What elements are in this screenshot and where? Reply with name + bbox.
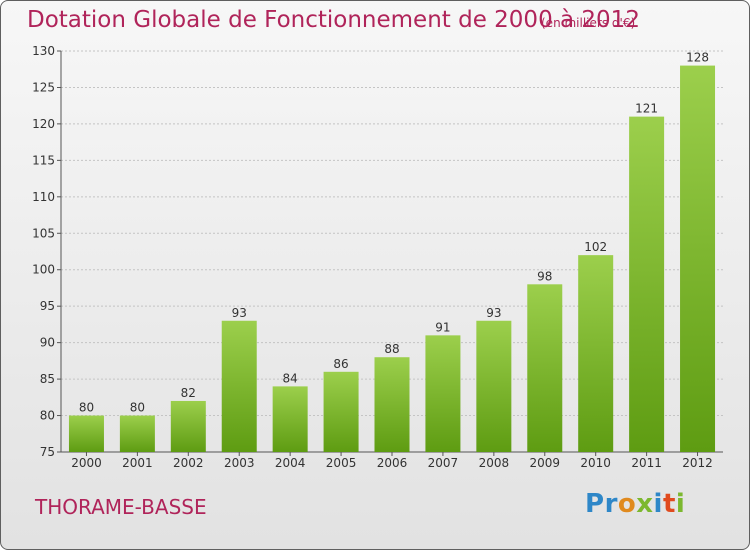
data-label: 121 <box>635 102 658 116</box>
y-tick-label: 105 <box>32 226 55 240</box>
x-tick-label: 2009 <box>529 456 560 470</box>
bar <box>170 400 206 452</box>
chart-subtitle: (en milliers d'€) <box>541 16 636 30</box>
x-tick-label: 2000 <box>71 456 102 470</box>
x-tick-label: 2011 <box>631 456 662 470</box>
x-tick-label: 2012 <box>682 456 713 470</box>
y-tick-label: 95 <box>40 299 55 313</box>
data-label: 102 <box>584 240 607 254</box>
y-tick-label: 100 <box>32 263 55 277</box>
y-tick-label: 125 <box>32 80 55 94</box>
commune-name: THORAME-BASSE <box>35 495 207 519</box>
bar <box>119 415 155 452</box>
x-tick-label: 2005 <box>326 456 357 470</box>
x-tick-label: 2003 <box>224 456 255 470</box>
data-label: 91 <box>435 320 450 334</box>
bar <box>476 320 512 452</box>
y-tick-label: 110 <box>32 190 55 204</box>
bar <box>374 357 410 452</box>
bar <box>68 415 104 452</box>
y-tick-label: 80 <box>40 409 55 423</box>
data-label: 128 <box>686 51 709 65</box>
bar <box>323 371 359 452</box>
data-label: 88 <box>384 342 399 356</box>
data-label: 93 <box>232 306 247 320</box>
x-tick-label: 2001 <box>122 456 153 470</box>
y-tick-label: 120 <box>32 117 55 131</box>
x-tick-label: 2007 <box>428 456 459 470</box>
bar <box>680 65 716 452</box>
proxiti-logo: Proxiti <box>585 489 686 519</box>
y-tick-label: 75 <box>40 445 55 459</box>
bar <box>629 116 665 453</box>
y-tick-label: 130 <box>32 44 55 58</box>
data-label: 93 <box>486 306 501 320</box>
bar <box>272 386 308 452</box>
x-tick-label: 2006 <box>377 456 408 470</box>
bar <box>578 255 614 452</box>
data-labels: 80 80 82 93 84 86 88 91 93 98 102 121 128 <box>79 51 709 415</box>
data-label: 80 <box>79 401 94 415</box>
data-label: 80 <box>130 401 145 415</box>
data-label: 86 <box>333 357 348 371</box>
x-tick-label: 2004 <box>275 456 306 470</box>
y-tick-label: 90 <box>40 336 55 350</box>
bars <box>68 65 716 453</box>
y-tick-label: 115 <box>32 153 55 167</box>
x-tick-label: 2010 <box>580 456 611 470</box>
data-label: 98 <box>537 269 552 283</box>
bar <box>221 320 257 452</box>
x-tick-label: 2002 <box>173 456 204 470</box>
x-tick-label: 2008 <box>479 456 510 470</box>
bar <box>425 335 461 452</box>
bar <box>527 284 563 452</box>
data-label: 84 <box>283 371 298 385</box>
data-label: 82 <box>181 386 196 400</box>
y-tick-label: 85 <box>40 372 55 386</box>
chart-title: Dotation Globale de Fonctionnement de 20… <box>27 7 640 33</box>
